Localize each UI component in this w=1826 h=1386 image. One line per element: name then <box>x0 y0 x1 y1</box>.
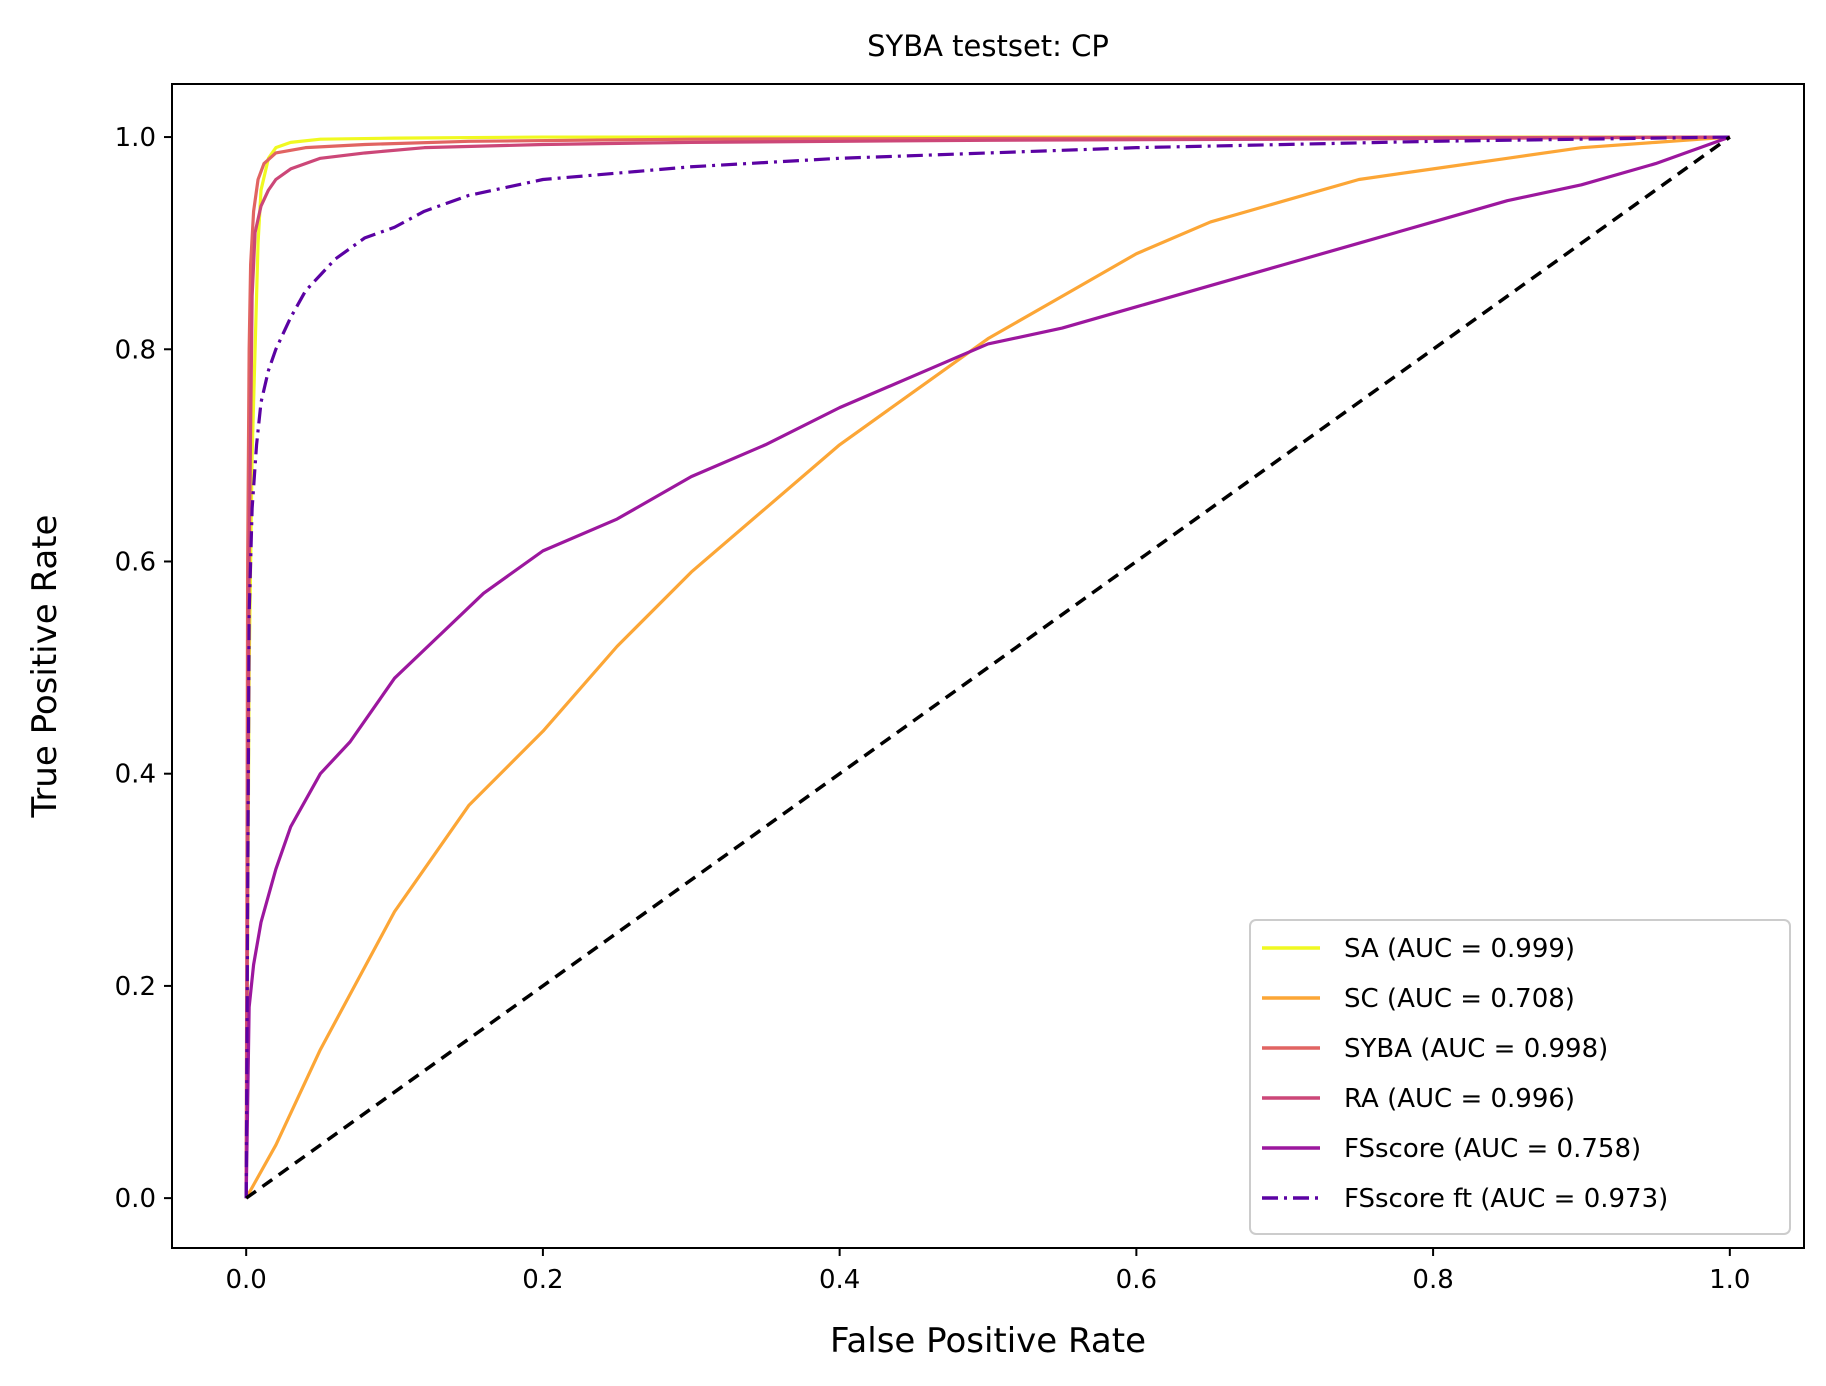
x-tick-label: 0.2 <box>522 1265 563 1295</box>
x-tick-label: 0.4 <box>819 1265 860 1295</box>
series-line-ra <box>244 135 1730 1199</box>
x-tick-label: 0.0 <box>226 1265 267 1295</box>
legend-label: FSscore ft (AUC = 0.973) <box>1344 1184 1668 1214</box>
x-tick-label: 0.6 <box>1116 1265 1157 1295</box>
y-tick-label: 0.4 <box>115 760 156 790</box>
y-tick-label: 0.0 <box>115 1184 156 1214</box>
series-line-fsscore <box>244 135 1731 1199</box>
plot-lines <box>244 135 1731 1200</box>
y-tick-label: 0.6 <box>115 547 156 577</box>
series-line-syba <box>244 135 1730 1199</box>
x-axis-ticks: 0.0 0.2 0.4 0.6 0.8 1.0 <box>226 1248 1750 1295</box>
y-tick-label: 0.2 <box>115 972 156 1002</box>
x-tick-label: 1.0 <box>1709 1265 1750 1295</box>
legend-label: SYBA (AUC = 0.998) <box>1344 1034 1608 1064</box>
legend-label: RA (AUC = 0.996) <box>1344 1084 1575 1114</box>
series-line-sc <box>244 135 1730 1199</box>
plot-frame <box>171 83 1805 1249</box>
y-axis-label: True Positive Rate <box>25 515 65 819</box>
series-line-fsscore-ft <box>244 135 1730 1199</box>
legend-label: SA (AUC = 0.999) <box>1344 934 1575 964</box>
legend-label: FSscore (AUC = 0.758) <box>1344 1134 1641 1164</box>
legend-box <box>1249 919 1791 1235</box>
x-axis-label: False Positive Rate <box>830 1321 1146 1361</box>
y-axis-ticks: 0.0 0.2 0.4 0.6 0.8 1.0 <box>115 123 172 1214</box>
chart-title: SYBA testset: CP <box>867 29 1109 63</box>
series-line-sa <box>244 135 1730 1199</box>
legend: SA (AUC = 0.999) SC (AUC = 0.708) SYBA (AU… <box>1249 919 1791 1235</box>
y-tick-label: 1.0 <box>115 123 156 153</box>
legend-label: SC (AUC = 0.708) <box>1344 984 1575 1014</box>
x-tick-label: 0.8 <box>1412 1265 1453 1295</box>
y-tick-label: 0.8 <box>115 335 156 365</box>
series-line-chance <box>245 135 1731 1200</box>
